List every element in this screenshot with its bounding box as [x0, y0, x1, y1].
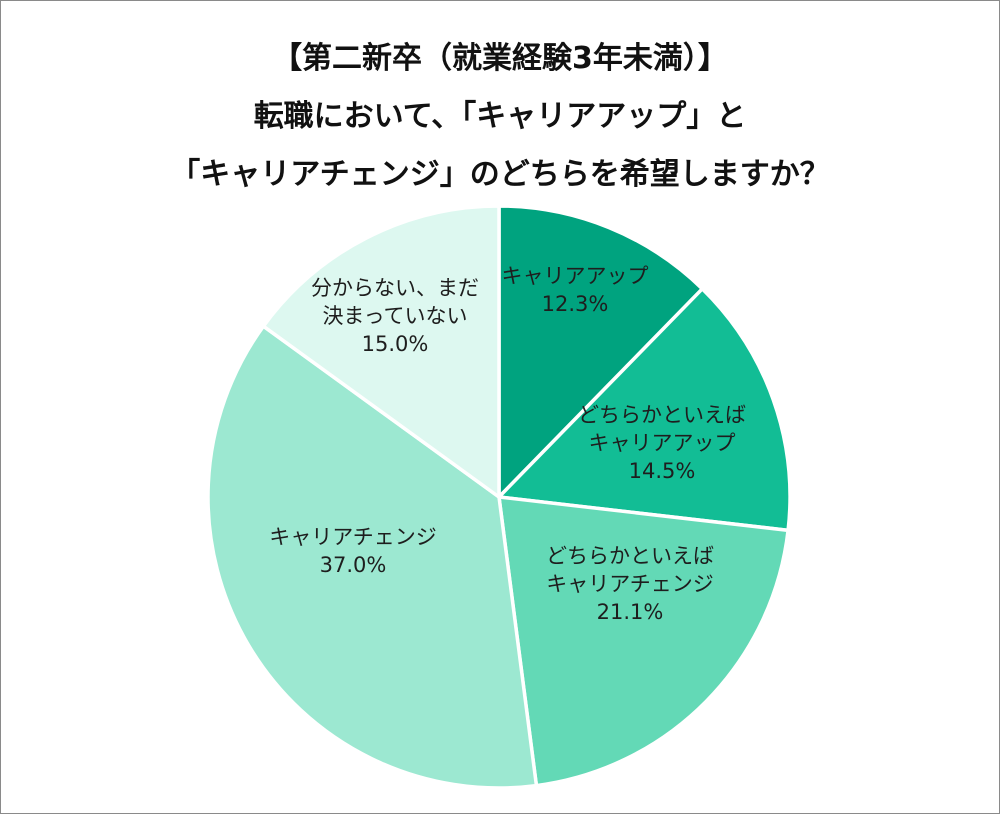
pie-slice-rather-career-up [495, 286, 792, 533]
slice-category-label: どちらかといえば [578, 403, 746, 427]
title-line: 「キャリアチェンジ」のどちらを希望しますか？ [170, 157, 830, 192]
pie-slice-rather-career-change [496, 495, 791, 788]
title-line: 転職において、「キャリアアップ」と [253, 99, 747, 134]
pie-labels: キャリアアップ 12.3%どちらかといえばキャリアアップ 14.5%どちらかといえば… [269, 264, 746, 624]
slice-label-career-up: キャリアアップ 12.3% [502, 264, 649, 316]
slice-category-label: キャリアチェンジ [546, 572, 714, 596]
slice-value-label: 37.0% [320, 553, 387, 577]
pie-slice-career-up [497, 204, 705, 502]
pie-slice-career-change [206, 323, 539, 790]
chart-title: 【第二新卒（就業経験3年未満）】 転職において、「キャリアアップ」と 「キャリア… [0, 30, 1000, 204]
slice-category-label: キャリアアップ [502, 264, 649, 288]
pie-slice-undecided [260, 204, 501, 501]
slice-value-label: 12.3% [542, 292, 609, 316]
slice-category-label: キャリアアップ [589, 431, 736, 455]
slice-label-undecided: 分からない、まだ決まっていない 15.0% [311, 276, 479, 356]
slice-category-label: どちらかといえば [546, 544, 714, 568]
slice-label-career-change: キャリアチェンジ 37.0% [269, 525, 437, 577]
slice-value-label: 15.0% [362, 332, 429, 356]
slice-label-rather-career-up: どちらかといえばキャリアアップ 14.5% [578, 403, 746, 483]
title-line: 【第二新卒（就業経験3年未満）】 [272, 41, 728, 76]
pie-slices [206, 204, 792, 790]
slice-category-label: 分からない、まだ [311, 276, 479, 300]
slice-category-label: キャリアチェンジ [269, 525, 437, 549]
slice-value-label: 21.1% [597, 600, 664, 624]
slice-value-label: 14.5% [629, 459, 696, 483]
slice-label-rather-career-change: どちらかといえばキャリアチェンジ 21.1% [546, 544, 714, 624]
slice-category-label: 決まっていない [322, 304, 467, 328]
